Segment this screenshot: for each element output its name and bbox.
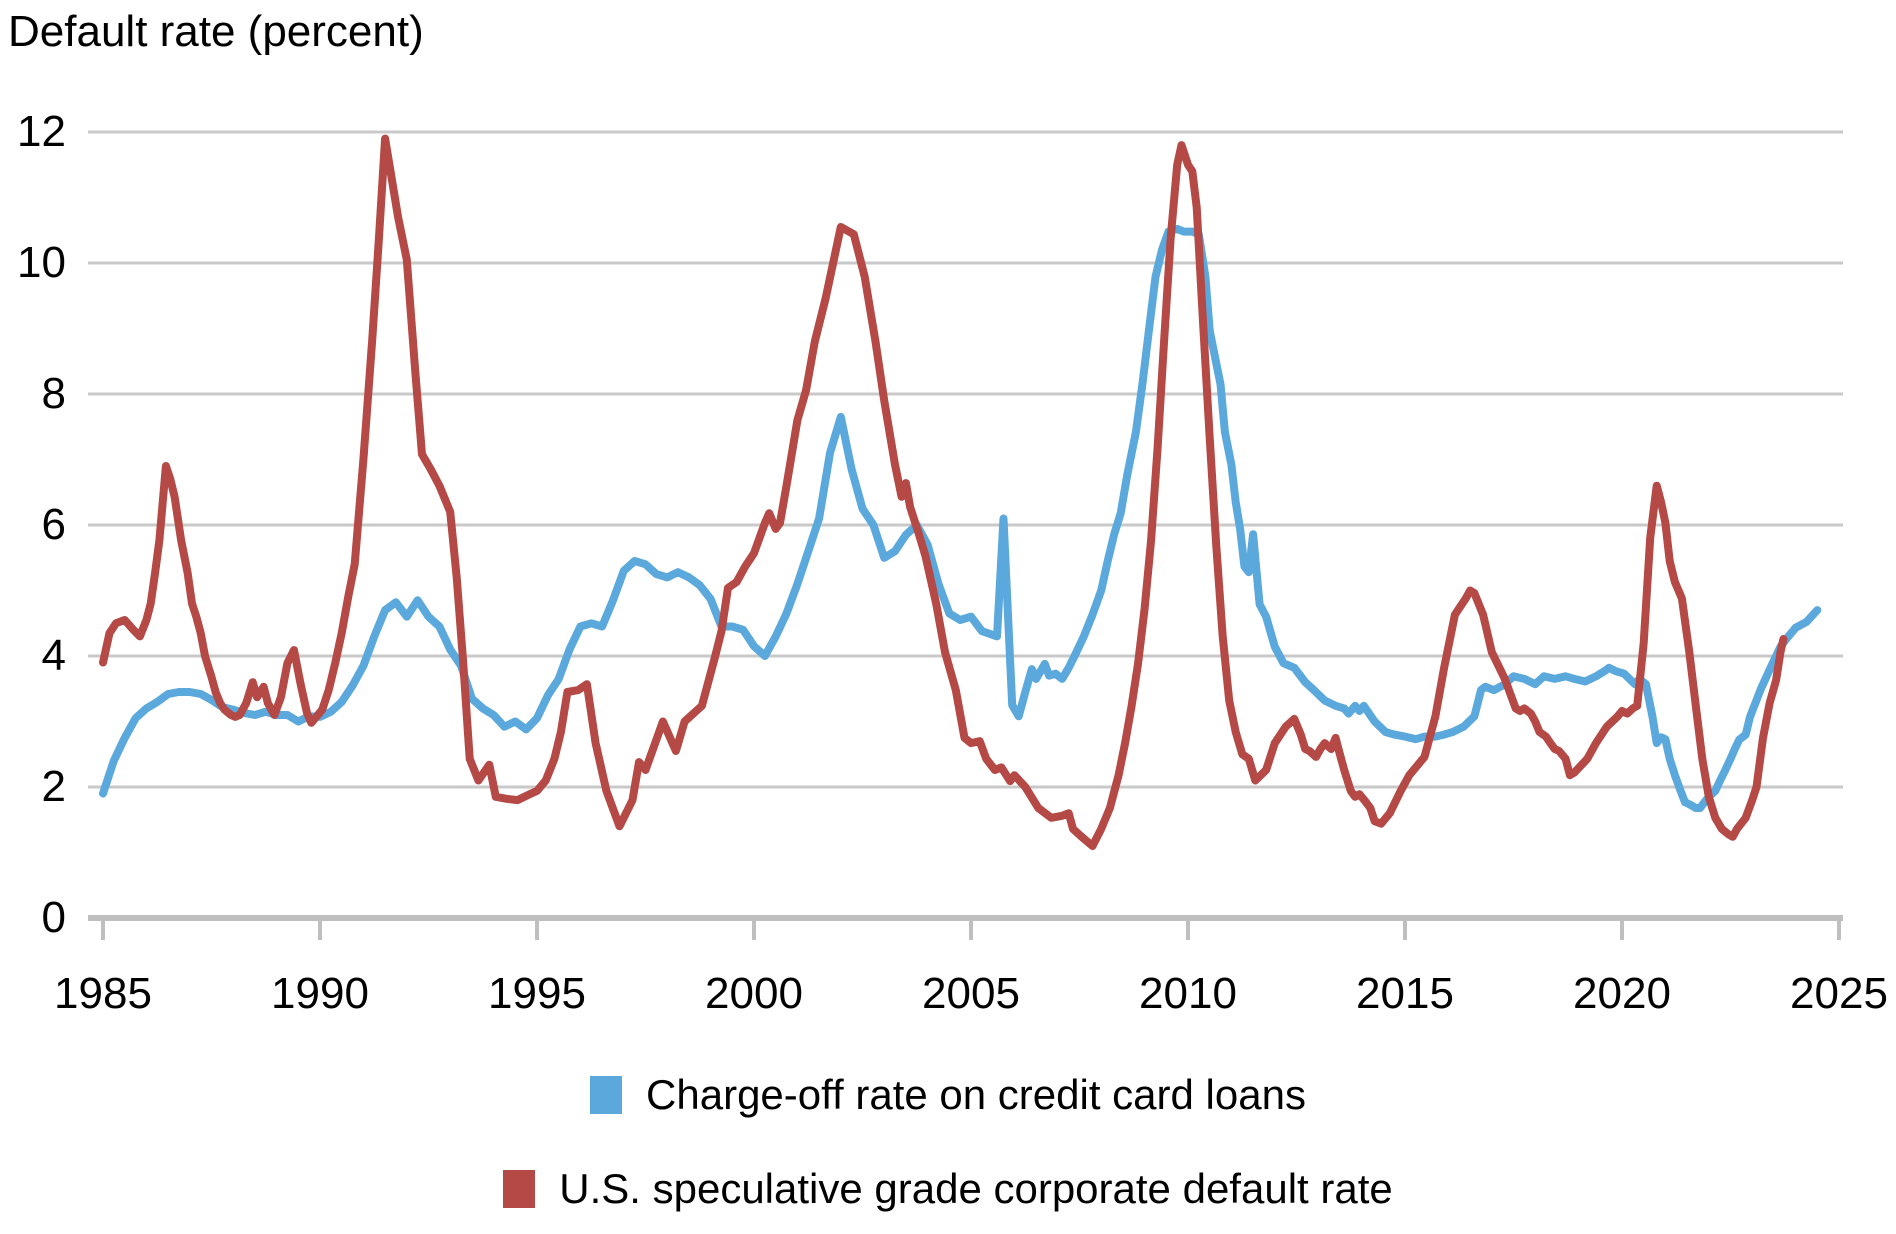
legend: Charge-off rate on credit card loans U.S…: [0, 1071, 1896, 1234]
legend-label-spec-default: U.S. speculative grade corporate default…: [559, 1165, 1393, 1213]
legend-item-spec-default: U.S. speculative grade corporate default…: [503, 1165, 1393, 1213]
legend-swatch-spec-default-icon: [503, 1170, 536, 1209]
legend-swatch-charge-off-icon: [590, 1076, 623, 1115]
y-tick-label-0: 0: [41, 893, 66, 942]
series-line-charge-off: [99, 224, 1822, 812]
y-tick-label-10: 10: [17, 238, 66, 287]
y-tick-label-12: 12: [17, 107, 66, 156]
x-tick-label-2025: 2025: [1790, 969, 1888, 1018]
legend-label-charge-off: Charge-off rate on credit card loans: [646, 1071, 1306, 1118]
x-tick-label-2010: 2010: [1139, 969, 1237, 1018]
x-tick-label-2005: 2005: [922, 969, 1020, 1018]
y-tick-label-2: 2: [41, 762, 66, 811]
y-tick-label-8: 8: [41, 369, 66, 418]
chart-title: Default rate (percent): [8, 7, 424, 56]
x-tick-label-2000: 2000: [705, 969, 803, 1018]
x-tick-label-1995: 1995: [488, 969, 586, 1018]
x-tick-label-2020: 2020: [1573, 969, 1671, 1018]
x-tick-label-2015: 2015: [1356, 969, 1454, 1018]
series-line-spec-default: [99, 134, 1788, 850]
x-tick-label-1985: 1985: [54, 969, 152, 1018]
legend-item-charge-off: Charge-off rate on credit card loans: [590, 1071, 1306, 1118]
y-tick-label-4: 4: [41, 631, 66, 680]
y-tick-label-6: 6: [41, 500, 66, 549]
x-tick-label-1990: 1990: [271, 969, 369, 1018]
